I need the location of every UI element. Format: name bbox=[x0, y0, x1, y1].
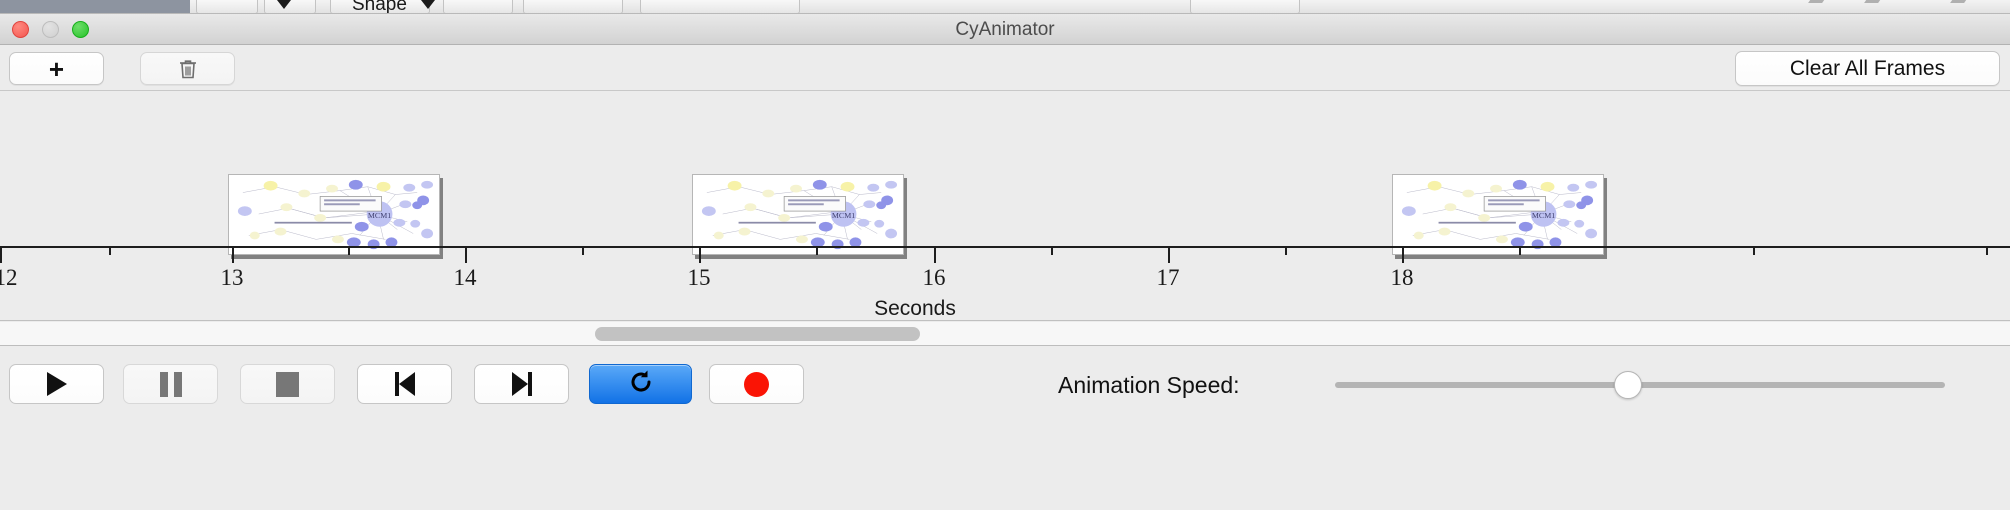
play-icon bbox=[46, 372, 67, 396]
timeline-scrollbar-thumb[interactable] bbox=[595, 327, 920, 341]
svg-text:MCM1: MCM1 bbox=[1532, 211, 1555, 220]
axis-minor-tick bbox=[1986, 246, 1988, 255]
axis-major-tick bbox=[1168, 246, 1170, 263]
background-chip bbox=[1190, 0, 1300, 13]
stop-button[interactable] bbox=[240, 364, 335, 404]
maximize-button[interactable] bbox=[72, 21, 89, 38]
axis-major-tick bbox=[465, 246, 467, 263]
axis-major-tick bbox=[934, 246, 936, 263]
axis-tick-label: 15 bbox=[687, 265, 711, 290]
frame-toolbar: + Clear All Frames bbox=[0, 45, 2010, 91]
axis-minor-tick bbox=[348, 246, 350, 255]
background-chip bbox=[443, 0, 513, 13]
loop-icon bbox=[627, 368, 655, 401]
stop-icon bbox=[276, 371, 299, 397]
axis-minor-tick bbox=[109, 246, 111, 255]
timeline-scrollbar[interactable] bbox=[0, 322, 2010, 346]
plus-icon: + bbox=[48, 53, 65, 84]
timeline-frame-thumbnail[interactable]: MCM1 bbox=[692, 174, 904, 255]
axis-tick-label: 12 bbox=[0, 265, 18, 290]
axis-tick-label: 13 bbox=[220, 265, 244, 290]
background-arrow-icon bbox=[421, 0, 435, 9]
clear-all-frames-label: Clear All Frames bbox=[1789, 56, 1946, 80]
minimize-button[interactable] bbox=[42, 21, 59, 38]
axis-tick-label: 17 bbox=[1156, 265, 1180, 290]
background-slash-icon bbox=[1943, 0, 1967, 12]
axis-minor-tick bbox=[1753, 246, 1755, 255]
delete-frame-button[interactable] bbox=[140, 52, 235, 85]
axis-major-tick bbox=[699, 246, 701, 263]
pause-button[interactable] bbox=[123, 364, 218, 404]
background-chip bbox=[523, 0, 623, 13]
timeline-frame-thumbnail[interactable]: MCM1 bbox=[228, 174, 440, 255]
pause-icon bbox=[159, 371, 182, 397]
skip-back-icon bbox=[394, 372, 415, 396]
axis-tick-label: 14 bbox=[453, 265, 477, 290]
playback-controls-bar: Animation Speed: bbox=[0, 347, 2010, 510]
timeline-frame-thumbnail[interactable]: MCM1 bbox=[1392, 174, 1604, 255]
axis-minor-tick bbox=[816, 246, 818, 255]
svg-text:MCM1: MCM1 bbox=[832, 211, 855, 220]
animation-speed-label: Animation Speed: bbox=[1058, 372, 1240, 398]
axis-tick-label: 16 bbox=[922, 265, 946, 290]
background-window-toolbar bbox=[0, 0, 190, 13]
axis-major-tick bbox=[1402, 246, 1404, 263]
skip-to-end-button[interactable] bbox=[474, 364, 569, 404]
axis-minor-tick bbox=[582, 246, 584, 255]
axis-major-tick bbox=[232, 246, 234, 263]
record-button[interactable] bbox=[709, 364, 804, 404]
background-slash-icon bbox=[1801, 0, 1825, 12]
animation-speed-slider[interactable] bbox=[1335, 371, 1945, 399]
skip-forward-icon bbox=[511, 372, 532, 396]
trash-icon bbox=[178, 58, 198, 80]
axis-major-tick bbox=[0, 246, 2, 263]
timeline-axis-line bbox=[0, 246, 2010, 248]
svg-text:MCM1: MCM1 bbox=[368, 211, 391, 220]
axis-minor-tick bbox=[1051, 246, 1053, 255]
skip-to-start-button[interactable] bbox=[357, 364, 452, 404]
timeline-panel[interactable]: MCM1 bbox=[0, 91, 2010, 321]
close-button[interactable] bbox=[12, 21, 29, 38]
axis-minor-tick bbox=[1285, 246, 1287, 255]
background-chip bbox=[196, 0, 258, 13]
axis-caption-text: Seconds bbox=[874, 297, 956, 320]
play-button[interactable] bbox=[9, 364, 104, 404]
loop-button[interactable] bbox=[589, 364, 692, 404]
animation-speed-slider-thumb[interactable] bbox=[1613, 371, 1642, 399]
add-frame-button[interactable]: + bbox=[9, 52, 104, 85]
axis-tick-label: 18 bbox=[1390, 265, 1414, 290]
background-arrow-icon bbox=[277, 0, 291, 9]
background-slash-icon bbox=[1857, 0, 1881, 12]
axis-caption: Seconds bbox=[0, 297, 2010, 320]
window-title: CyAnimator bbox=[955, 19, 1055, 40]
record-icon bbox=[744, 371, 769, 397]
background-window-label: Shape bbox=[352, 0, 407, 14]
background-window-strip: Shape bbox=[0, 0, 2010, 14]
title-bar: CyAnimator bbox=[0, 14, 2010, 45]
background-chip bbox=[640, 0, 800, 13]
axis-minor-tick bbox=[1519, 246, 1521, 255]
clear-all-frames-button[interactable]: Clear All Frames bbox=[1735, 51, 2000, 86]
